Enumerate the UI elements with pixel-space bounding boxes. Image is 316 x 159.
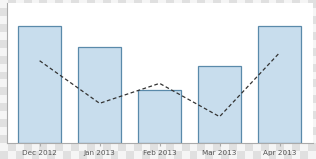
- Bar: [198, 66, 241, 143]
- Bar: [138, 90, 181, 143]
- Bar: [18, 26, 61, 143]
- Bar: [78, 47, 121, 143]
- Bar: [258, 26, 301, 143]
